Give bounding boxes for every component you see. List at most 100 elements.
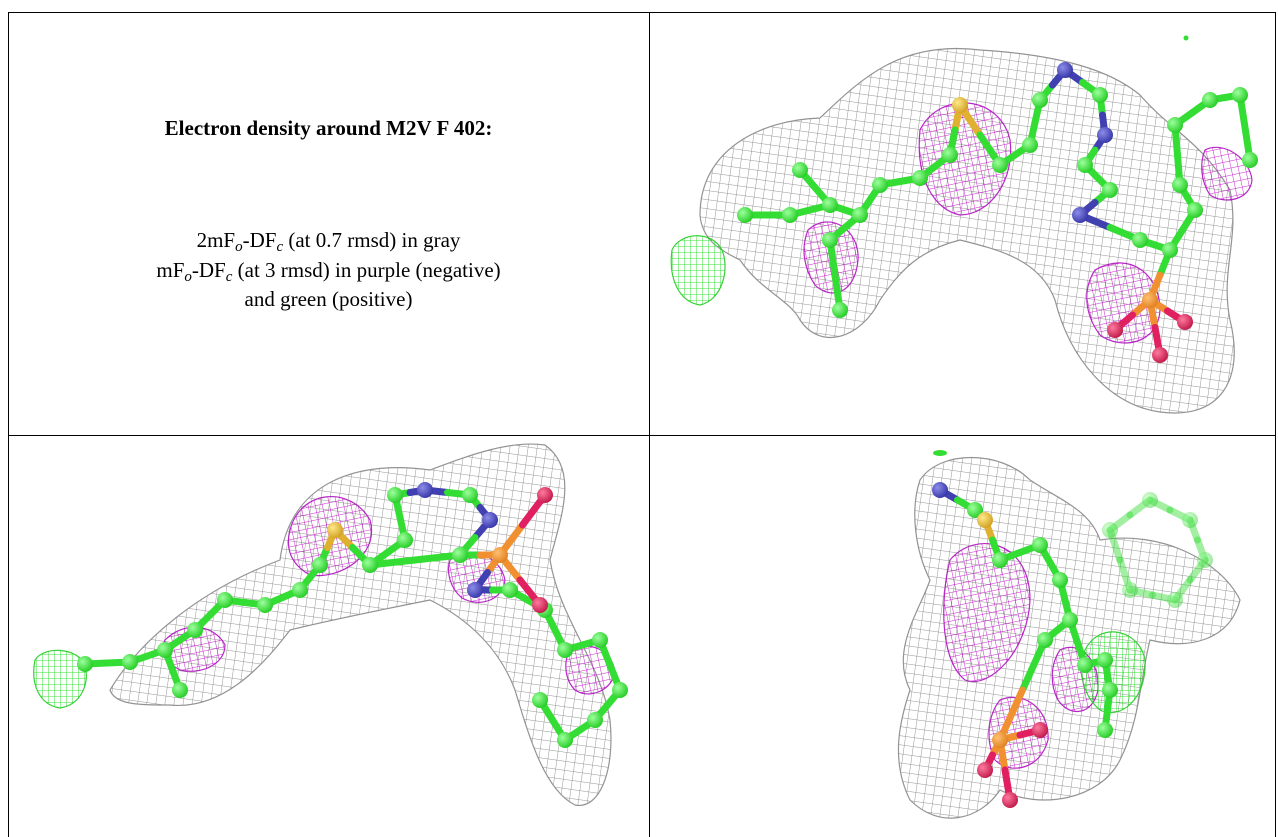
atom xyxy=(822,197,838,213)
atom xyxy=(1142,292,1158,308)
atom xyxy=(292,582,308,598)
atom xyxy=(992,552,1008,568)
atom xyxy=(1187,202,1203,218)
legend-line: and green (positive) xyxy=(8,285,649,315)
atom xyxy=(1032,92,1048,108)
atom xyxy=(942,147,958,163)
atom xyxy=(1057,62,1073,78)
atom xyxy=(217,592,233,608)
atom xyxy=(1167,117,1183,133)
atom xyxy=(587,712,603,728)
atom xyxy=(172,682,188,698)
atom xyxy=(417,482,433,498)
legend-line: 2mFo-DFc (at 0.7 rmsd) in gray xyxy=(8,226,649,256)
atom xyxy=(462,487,478,503)
atom xyxy=(1097,127,1113,143)
table-borders xyxy=(8,12,1276,837)
green-mesh xyxy=(33,649,87,709)
atom xyxy=(592,632,608,648)
bond xyxy=(1019,636,1049,694)
atom xyxy=(1242,152,1258,168)
atom xyxy=(1037,632,1053,648)
atom xyxy=(327,522,343,538)
legend-text: and green (positive) xyxy=(244,287,413,311)
green-mesh xyxy=(933,450,947,456)
atom xyxy=(872,177,888,193)
atom xyxy=(1102,682,1118,698)
atom xyxy=(1152,347,1168,363)
green-mesh xyxy=(1183,35,1189,41)
purple-mesh xyxy=(1086,262,1161,344)
atom xyxy=(532,692,548,708)
atom xyxy=(557,732,573,748)
atom xyxy=(502,582,518,598)
atom xyxy=(1202,92,1218,108)
atom xyxy=(912,170,928,186)
atom xyxy=(187,622,203,638)
atom xyxy=(1182,512,1198,528)
legend-text: -DF xyxy=(242,228,277,252)
atom xyxy=(822,232,838,248)
atom xyxy=(932,482,948,498)
atom xyxy=(782,207,798,223)
green-mesh xyxy=(670,235,726,306)
atom xyxy=(852,207,868,223)
atom xyxy=(467,582,483,598)
figure-title: Electron density around M2V F 402: xyxy=(164,116,493,140)
subscript: c xyxy=(276,239,284,255)
atom xyxy=(992,157,1008,173)
atom xyxy=(257,597,273,613)
subscript: o xyxy=(235,239,243,255)
atom xyxy=(967,502,983,518)
atom xyxy=(1077,157,1093,173)
atom xyxy=(1232,87,1248,103)
atom xyxy=(387,487,403,503)
atom xyxy=(1167,592,1183,608)
atom xyxy=(1177,314,1193,330)
atom xyxy=(1142,492,1158,508)
atom xyxy=(1022,137,1038,153)
legend: 2mFo-DFc (at 0.7 rmsd) in gray mFo-DFc (a… xyxy=(8,226,649,315)
atom xyxy=(737,207,753,223)
atom xyxy=(122,654,138,670)
atom xyxy=(1092,87,1108,103)
atom xyxy=(832,302,848,318)
atom xyxy=(77,656,93,672)
bond xyxy=(996,686,1026,744)
subscript: c xyxy=(225,268,233,285)
atom xyxy=(792,162,808,178)
atom xyxy=(1052,572,1068,588)
atom xyxy=(1172,177,1188,193)
atom xyxy=(537,487,553,503)
atom xyxy=(1197,552,1213,568)
atom xyxy=(1032,537,1048,553)
atom xyxy=(492,547,508,563)
atom xyxy=(362,557,378,573)
atom xyxy=(1102,182,1118,198)
atom xyxy=(1132,232,1148,248)
legend-text: mF xyxy=(156,257,185,282)
atom xyxy=(1107,322,1123,338)
atom xyxy=(1062,612,1078,628)
atom xyxy=(1102,522,1118,538)
atom xyxy=(612,682,628,698)
gray-mesh xyxy=(109,443,612,806)
atom xyxy=(1002,792,1018,808)
atom xyxy=(1122,582,1138,598)
legend-text: -DF xyxy=(191,257,226,282)
atom xyxy=(992,732,1008,748)
subscript: o xyxy=(184,268,192,285)
purple-mesh xyxy=(565,645,616,695)
atom xyxy=(452,547,468,563)
atom xyxy=(532,597,548,613)
legend-text: 2mF xyxy=(196,228,236,252)
atom xyxy=(557,642,573,658)
atom xyxy=(952,97,968,113)
atom xyxy=(1077,657,1093,673)
legend-line: mFo-DFc (at 3 rmsd) in purple (negative) xyxy=(8,256,649,286)
green-mesh xyxy=(1081,631,1146,714)
atom xyxy=(1162,242,1178,258)
atom xyxy=(397,532,413,548)
